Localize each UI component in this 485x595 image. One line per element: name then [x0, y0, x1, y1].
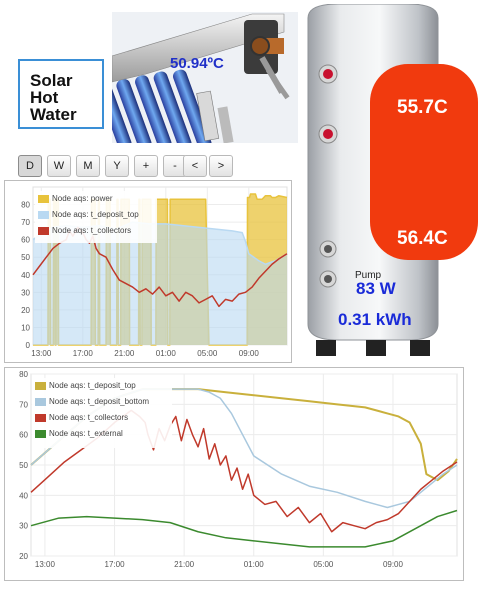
x-tick-label: 17:00 — [105, 560, 126, 569]
tank-bottom-temperature: 56.4C — [397, 228, 448, 250]
x-tick-label: 05:00 — [197, 349, 218, 358]
x-tick-label: 01:00 — [244, 560, 265, 569]
collector-temperature: 50.94ºC — [170, 55, 224, 72]
y-tick-label: 50 — [19, 461, 28, 470]
legend-item-collectors: Node aqs: t_collectors — [38, 226, 131, 235]
x-tick-label: 21:00 — [114, 349, 135, 358]
tank-port-middle — [319, 125, 337, 143]
chart-1-legend: Node aqs: power Node aqs: t_deposit_top … — [35, 191, 157, 243]
y-tick-label: 60 — [21, 236, 30, 245]
week-button[interactable]: W — [47, 155, 71, 177]
tank-top-temperature: 55.7C — [397, 97, 448, 119]
previous-button[interactable]: < — [183, 155, 207, 177]
legend-item-collectors: Node aqs: t_collectors — [35, 413, 128, 422]
month-button[interactable]: M — [76, 155, 100, 177]
tank-port-low — [320, 241, 336, 257]
day-button[interactable]: D — [18, 155, 42, 177]
y-tick-label: 10 — [21, 323, 30, 332]
legend-item-deposit-top: Node aqs: t_deposit_top — [35, 381, 136, 390]
y-tick-label: 80 — [21, 201, 30, 210]
tank-port-bottom — [320, 271, 336, 287]
energy-total: 0.31 kWh — [338, 310, 412, 330]
y-tick-label: 20 — [19, 552, 28, 561]
legend-item-power: Node aqs: power — [38, 194, 112, 203]
y-tick-label: 40 — [19, 491, 28, 500]
app-title-box: Solar Hot Water — [18, 59, 104, 129]
x-tick-label: 09:00 — [383, 560, 404, 569]
legend-item-external: Node aqs: t_external — [35, 429, 123, 438]
y-tick-label: 0 — [26, 341, 31, 350]
y-tick-label: 60 — [19, 431, 28, 440]
x-tick-label: 13:00 — [31, 349, 52, 358]
y-tick-label: 70 — [19, 400, 28, 409]
title-line-3: Water — [20, 106, 102, 123]
power-temperature-chart: 0 10 20 30 40 50 60 70 80 13:00 17:00 21:00 01:00 05:… — [4, 180, 292, 363]
legend-item-deposit-top: Node aqs: t_deposit_top — [38, 210, 139, 219]
year-button[interactable]: Y — [105, 155, 129, 177]
x-tick-label: 01:00 — [156, 349, 177, 358]
x-tick-label: 17:00 — [73, 349, 94, 358]
y-tick-label: 30 — [21, 288, 30, 297]
y-tick-label: 50 — [21, 253, 30, 262]
title-line-2: Hot — [20, 89, 102, 106]
x-tick-label: 09:00 — [239, 349, 260, 358]
y-tick-label: 20 — [21, 306, 30, 315]
y-tick-label: 40 — [21, 271, 30, 280]
y-tick-label: 80 — [19, 370, 28, 379]
x-tick-label: 05:00 — [313, 560, 334, 569]
tank-port-top — [319, 65, 337, 83]
legend-item-deposit-bottom: Node aqs: t_deposit_bottom — [35, 397, 149, 406]
pump-power: 83 W — [356, 279, 396, 299]
solar-collector-illustration — [112, 12, 298, 143]
temperature-chart: 20 30 40 50 60 70 80 13:00 17:00 21:00 01:00 05:00 0… — [4, 367, 464, 581]
title-line-1: Solar — [20, 61, 102, 89]
x-tick-label: 13:00 — [35, 560, 56, 569]
x-tick-label: 21:00 — [174, 560, 195, 569]
chart-2-legend: Node aqs: t_deposit_top Node aqs: t_depo… — [32, 378, 172, 448]
zoom-in-button[interactable]: + — [134, 155, 158, 177]
y-tick-label: 30 — [19, 522, 28, 531]
y-tick-label: 70 — [21, 218, 30, 227]
next-button[interactable]: > — [209, 155, 233, 177]
